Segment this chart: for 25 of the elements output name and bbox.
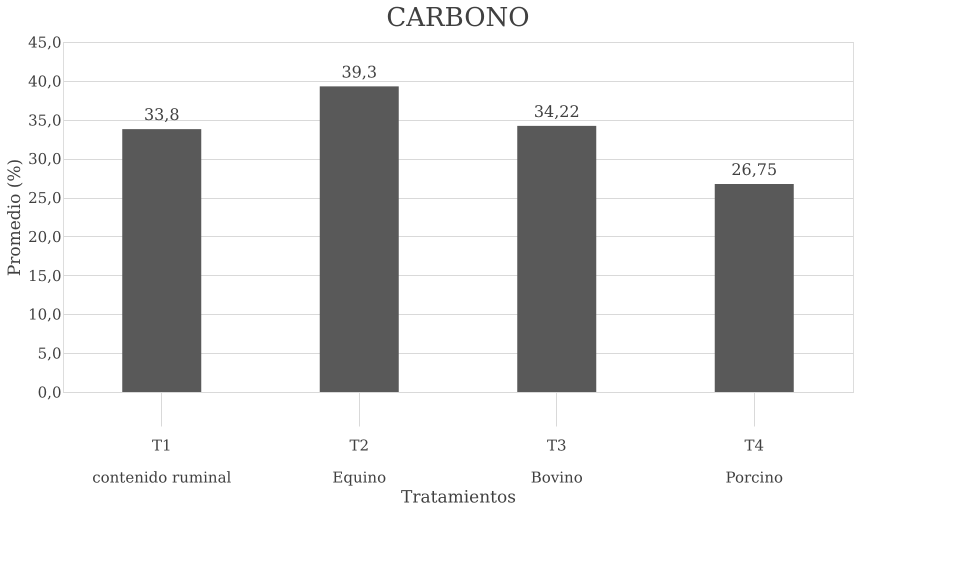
y-axis-title: Promedio (%)	[5, 158, 26, 276]
y-tick-label: 5,0	[38, 344, 62, 363]
x-tick-label: T4 Porcino	[725, 436, 784, 486]
y-tick-label: 15,0	[28, 266, 62, 285]
y-tick-label: 20,0	[28, 228, 62, 246]
data-label: 33,8	[144, 105, 180, 124]
data-label: 26,75	[731, 160, 778, 179]
data-label: 39,3	[341, 62, 378, 82]
bar	[122, 129, 202, 392]
y-tick-label: 45,0	[28, 34, 62, 52]
bar	[517, 126, 596, 392]
y-tick-label: 10,0	[28, 306, 62, 324]
y-tick-label: 0,0	[38, 384, 62, 402]
y-tick-label: 35,0	[28, 111, 62, 130]
x-axis-title: Tratamientos	[401, 488, 516, 508]
bar	[714, 184, 794, 392]
chart-title: CARBONO	[386, 3, 530, 33]
x-tick-label: T3 Bovino	[530, 436, 583, 486]
bar	[320, 86, 399, 392]
y-tick-label: 40,0	[28, 72, 62, 90]
x-tick-label: T1 contenido ruminal	[92, 436, 232, 486]
y-tick-label: 25,0	[28, 189, 62, 208]
x-tick-label: T2 Equino	[332, 436, 386, 486]
data-label: 34,22	[534, 102, 580, 121]
y-tick-label: 30,0	[28, 150, 62, 168]
